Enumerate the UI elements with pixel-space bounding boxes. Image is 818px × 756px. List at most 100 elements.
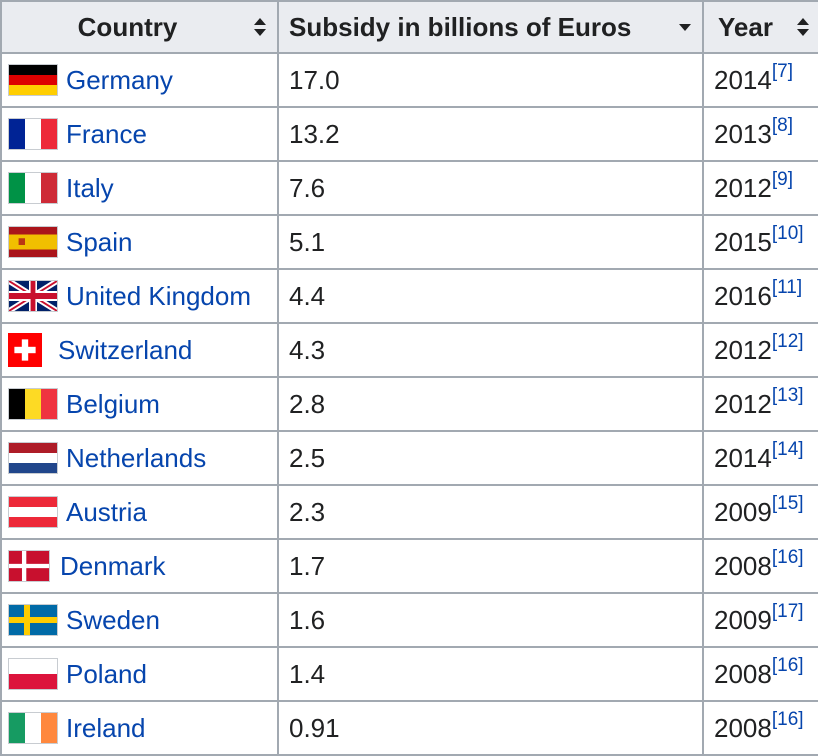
year-value: 2008 [714, 658, 772, 689]
country-header-label: Country [77, 11, 178, 42]
year-value: 2009 [714, 604, 772, 635]
subsidy-value: 2.5 [277, 430, 704, 486]
reference-link[interactable]: [14] [771, 438, 804, 460]
reference-link[interactable]: [11] [771, 276, 803, 298]
country-link[interactable]: Poland [66, 658, 147, 689]
country-cell: Denmark [0, 538, 279, 594]
country-link[interactable]: Switzerland [58, 334, 193, 365]
reference-link[interactable]: [9] [771, 168, 793, 190]
table-row: Denmark 1.7 2008[16] [0, 538, 818, 594]
country-link[interactable]: Austria [66, 496, 147, 527]
country-cell: Belgium [0, 376, 279, 432]
sort-both-icon[interactable] [253, 17, 267, 37]
country-cell: Italy [0, 160, 279, 216]
country-cell: Poland [0, 646, 279, 702]
reference-link[interactable]: [16] [771, 546, 804, 568]
denmark-flag-icon [8, 550, 50, 582]
subsidy-value: 17.0 [277, 52, 704, 108]
country-link[interactable]: Sweden [66, 604, 160, 635]
table-row: Germany 17.0 2014[7] [0, 52, 818, 108]
year-value: 2014 [714, 64, 772, 95]
subsidy-header-label: Subsidy in billions of Euros [289, 11, 632, 42]
table-row: Netherlands 2.5 2014[14] [0, 430, 818, 486]
subsidy-value: 4.4 [277, 268, 704, 324]
year-value: 2012 [714, 388, 772, 419]
country-link[interactable]: France [66, 118, 147, 149]
country-cell: Spain [0, 214, 279, 270]
reference-link[interactable]: [16] [771, 654, 804, 676]
year-column-header[interactable]: Year [702, 0, 818, 54]
reference-link[interactable]: [12] [771, 330, 804, 352]
reference-link[interactable]: [10] [771, 222, 804, 244]
year-value: 2014 [714, 442, 772, 473]
subsidy-value: 13.2 [277, 106, 704, 162]
year-cell: 2012[9] [702, 160, 818, 216]
reference-link[interactable]: [8] [771, 114, 793, 136]
table-row: Switzerland 4.3 2012[12] [0, 322, 818, 378]
country-link[interactable]: Denmark [60, 550, 166, 581]
year-value: 2009 [714, 496, 772, 527]
year-value: 2015 [714, 226, 772, 257]
year-cell: 2009[15] [702, 484, 818, 540]
country-link[interactable]: Germany [66, 64, 173, 95]
germany-flag-icon [8, 64, 58, 96]
ireland-flag-icon [8, 712, 58, 744]
sort-both-icon[interactable] [796, 17, 810, 37]
reference-link[interactable]: [16] [771, 708, 804, 730]
year-cell: 2008[16] [702, 538, 818, 594]
country-cell: France [0, 106, 279, 162]
country-link[interactable]: Italy [66, 172, 114, 203]
year-value: 2016 [714, 280, 772, 311]
year-cell: 2014[14] [702, 430, 818, 486]
country-column-header[interactable]: Country [0, 0, 279, 54]
reference-link[interactable]: [15] [771, 492, 804, 514]
country-cell: Switzerland [0, 322, 279, 378]
reference-link[interactable]: [7] [771, 60, 793, 82]
country-cell: United Kingdom [0, 268, 279, 324]
subsidy-value: 1.6 [277, 592, 704, 648]
country-cell: Austria [0, 484, 279, 540]
table-row: Poland 1.4 2008[16] [0, 646, 818, 702]
table-row: Austria 2.3 2009[15] [0, 484, 818, 540]
country-link[interactable]: United Kingdom [66, 280, 251, 311]
poland-flag-icon [8, 658, 58, 690]
table-row: United Kingdom 4.4 2016[11] [0, 268, 818, 324]
year-cell: 2012[12] [702, 322, 818, 378]
country-link[interactable]: Spain [66, 226, 133, 257]
table-row: France 13.2 2013[8] [0, 106, 818, 162]
table-row: Sweden 1.6 2009[17] [0, 592, 818, 648]
country-link[interactable]: Ireland [66, 712, 146, 743]
subsidy-value: 7.6 [277, 160, 704, 216]
year-cell: 2012[13] [702, 376, 818, 432]
subsidy-column-header[interactable]: Subsidy in billions of Euros [277, 0, 704, 54]
france-flag-icon [8, 118, 58, 150]
year-cell: 2008[16] [702, 700, 818, 756]
sweden-flag-icon [8, 604, 58, 636]
subsidy-value: 2.3 [277, 484, 704, 540]
year-value: 2008 [714, 550, 772, 581]
spain-flag-icon [8, 226, 58, 258]
subsidy-value: 2.8 [277, 376, 704, 432]
country-link[interactable]: Netherlands [66, 442, 207, 473]
italy-flag-icon [8, 172, 58, 204]
sort-descending-icon[interactable] [678, 17, 692, 37]
year-header-label: Year [718, 11, 773, 42]
year-cell: 2008[16] [702, 646, 818, 702]
year-value: 2013 [714, 118, 772, 149]
switzerland-flag-icon [8, 333, 42, 367]
table-row: Spain 5.1 2015[10] [0, 214, 818, 270]
year-value: 2012 [714, 334, 772, 365]
header-row: Country Subsidy in billions of Euros Yea… [0, 0, 818, 54]
year-cell: 2014[7] [702, 52, 818, 108]
reference-link[interactable]: [13] [771, 384, 804, 406]
subsidy-value: 4.3 [277, 322, 704, 378]
uk-flag-icon [8, 280, 58, 312]
reference-link[interactable]: [17] [771, 600, 804, 622]
year-value: 2012 [714, 172, 772, 203]
subsidy-value: 5.1 [277, 214, 704, 270]
country-link[interactable]: Belgium [66, 388, 160, 419]
subsidy-value: 1.7 [277, 538, 704, 594]
country-cell: Netherlands [0, 430, 279, 486]
belgium-flag-icon [8, 388, 58, 420]
